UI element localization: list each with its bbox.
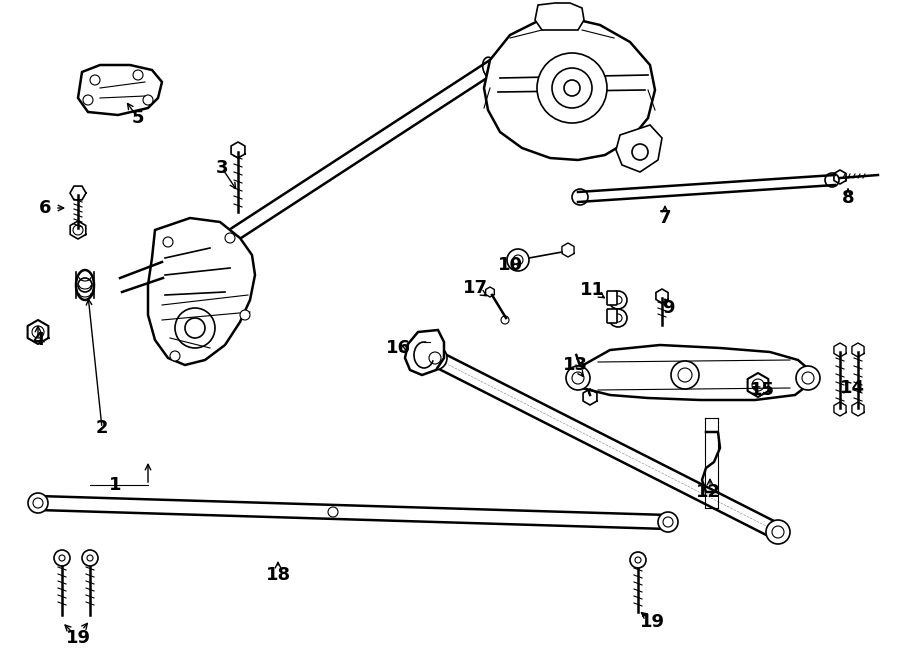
Circle shape xyxy=(825,173,839,187)
Circle shape xyxy=(609,291,627,309)
Text: 1: 1 xyxy=(109,476,122,494)
Circle shape xyxy=(225,233,235,243)
Text: 14: 14 xyxy=(840,379,865,397)
Circle shape xyxy=(796,366,820,390)
Polygon shape xyxy=(616,125,662,172)
Text: 16: 16 xyxy=(385,339,410,357)
Polygon shape xyxy=(148,218,255,365)
Circle shape xyxy=(90,75,100,85)
Circle shape xyxy=(82,550,98,566)
Text: 4: 4 xyxy=(32,331,44,349)
Circle shape xyxy=(54,550,70,566)
Circle shape xyxy=(658,512,678,532)
Text: 3: 3 xyxy=(216,159,229,177)
Text: 9: 9 xyxy=(662,299,674,317)
Polygon shape xyxy=(78,65,162,115)
Text: 10: 10 xyxy=(498,256,523,274)
Ellipse shape xyxy=(76,270,94,300)
Circle shape xyxy=(537,53,607,123)
Text: 13: 13 xyxy=(562,356,588,374)
FancyBboxPatch shape xyxy=(607,291,617,305)
Circle shape xyxy=(632,144,648,160)
Polygon shape xyxy=(405,330,444,375)
Polygon shape xyxy=(748,373,769,397)
Text: 6: 6 xyxy=(39,199,51,217)
Text: 17: 17 xyxy=(463,279,488,297)
Text: 11: 11 xyxy=(580,281,605,299)
Circle shape xyxy=(83,95,93,105)
Text: 18: 18 xyxy=(266,566,291,584)
Text: 19: 19 xyxy=(640,613,664,631)
Polygon shape xyxy=(535,3,584,30)
Polygon shape xyxy=(484,18,655,160)
FancyBboxPatch shape xyxy=(607,309,617,323)
Text: 7: 7 xyxy=(659,209,671,227)
Circle shape xyxy=(170,351,180,361)
Text: 8: 8 xyxy=(842,189,854,207)
Circle shape xyxy=(78,278,92,292)
Circle shape xyxy=(28,493,48,513)
Circle shape xyxy=(566,366,590,390)
Circle shape xyxy=(630,552,646,568)
Text: 2: 2 xyxy=(95,419,108,437)
Circle shape xyxy=(609,309,627,327)
Circle shape xyxy=(766,520,790,544)
Circle shape xyxy=(163,237,173,247)
Circle shape xyxy=(240,310,250,320)
Circle shape xyxy=(133,70,143,80)
Circle shape xyxy=(572,189,588,205)
Circle shape xyxy=(143,95,153,105)
Circle shape xyxy=(423,346,447,370)
Polygon shape xyxy=(578,345,812,400)
Text: 15: 15 xyxy=(750,381,775,399)
Text: 12: 12 xyxy=(696,483,721,501)
Circle shape xyxy=(671,361,699,389)
Text: 5: 5 xyxy=(131,109,144,127)
Circle shape xyxy=(507,249,529,271)
Circle shape xyxy=(175,308,215,348)
Text: 19: 19 xyxy=(66,629,91,647)
